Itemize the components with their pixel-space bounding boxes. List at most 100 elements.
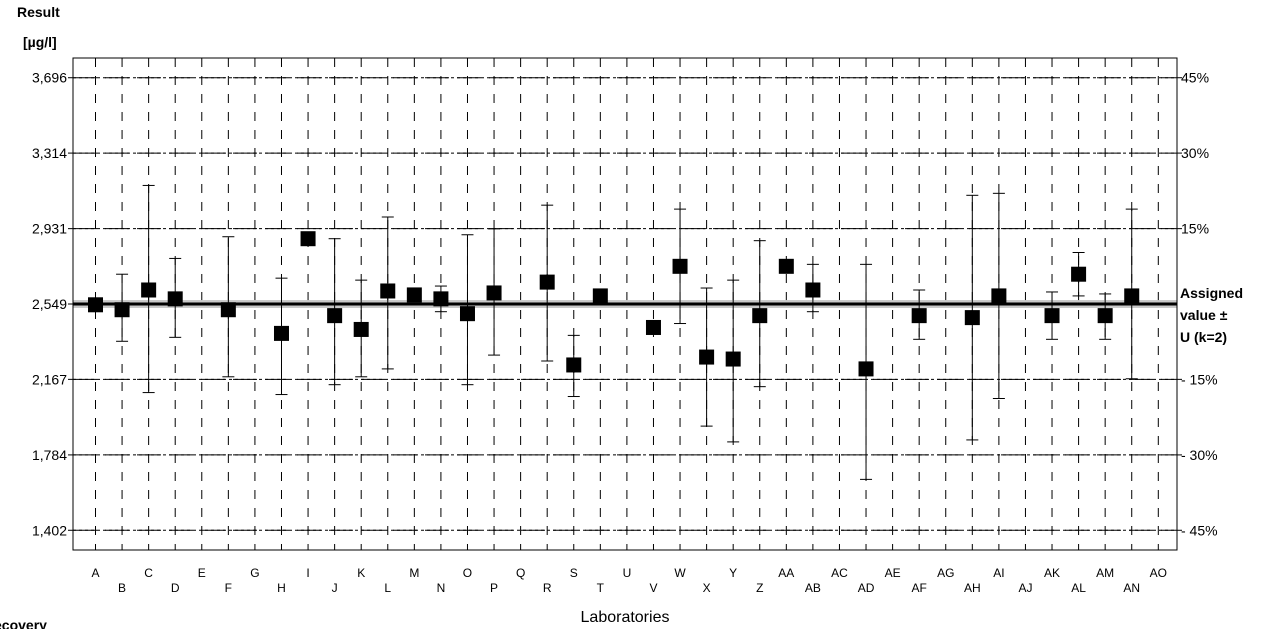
data-point-AD — [858, 361, 874, 377]
x-category-label: AD — [858, 581, 875, 595]
x-category-label: S — [570, 566, 578, 580]
assigned-label-line3: U (k=2) — [1180, 329, 1227, 345]
x-axis-categories: ABCDEFGHIJKLMNOPQRSTUVWXYZAAABACADAEAFAG… — [91, 566, 1166, 595]
x-category-label: X — [703, 581, 711, 595]
data-point-O — [459, 306, 475, 322]
x-category-label: J — [332, 581, 338, 595]
right-tick-label: 15% — [1181, 221, 1209, 237]
data-point-W — [672, 258, 688, 274]
x-category-label: AJ — [1018, 581, 1032, 595]
data-point-AB — [805, 282, 821, 298]
x-category-label: AB — [805, 581, 821, 595]
assigned-value-band — [73, 300, 1177, 308]
x-category-label: Q — [516, 566, 525, 580]
x-category-label: AF — [911, 581, 926, 595]
x-axis-label: Laboratories — [581, 609, 670, 626]
data-point-P — [486, 285, 502, 301]
data-point-K — [353, 321, 369, 337]
x-category-label: U — [623, 566, 632, 580]
y-axis-unit: [µg/l] — [23, 34, 57, 50]
x-category-label: B — [118, 581, 126, 595]
data-point-Y — [725, 351, 741, 367]
data-point-Z — [752, 308, 768, 324]
data-point-H — [273, 325, 289, 341]
grid — [73, 58, 1177, 550]
data-point-I — [300, 231, 316, 247]
y-axis-label: Result — [17, 4, 60, 20]
y-tick-label: 2,931 — [32, 221, 67, 237]
right-tick-label: 30% — [1181, 145, 1209, 161]
assigned-label-line2: value ± — [1180, 307, 1228, 323]
x-category-label: AG — [937, 566, 954, 580]
data-point-F — [220, 302, 236, 318]
x-category-label: AM — [1096, 566, 1114, 580]
data-point-AM — [1097, 308, 1113, 324]
assigned-value-label: Assigned value ± U (k=2) — [1180, 285, 1243, 345]
x-category-label: A — [91, 566, 99, 580]
x-category-label: AO — [1150, 566, 1167, 580]
right-tick-label: - 30% — [1181, 447, 1218, 463]
data-point-X — [699, 349, 715, 365]
data-point-AA — [778, 258, 794, 274]
x-category-label: M — [409, 566, 419, 580]
bottom-left-label: ecovery — [0, 617, 47, 629]
y-tick-label: 1,784 — [32, 447, 67, 463]
x-category-label: W — [674, 566, 686, 580]
right-tick-label: 45% — [1181, 70, 1209, 86]
data-point-AH — [964, 310, 980, 326]
data-points — [88, 184, 1140, 480]
data-point-A — [88, 297, 103, 313]
x-category-label: L — [384, 581, 391, 595]
right-tick-label: - 15% — [1181, 371, 1218, 387]
data-point-L — [380, 283, 396, 299]
x-category-label: Y — [729, 566, 737, 580]
data-point-J — [327, 308, 343, 324]
data-point-AI — [991, 288, 1007, 304]
x-category-label: I — [306, 566, 309, 580]
y-tick-label: 2,549 — [32, 296, 67, 312]
y-tick-label: 3,314 — [32, 145, 67, 161]
x-category-label: V — [649, 581, 657, 595]
data-point-T — [592, 288, 608, 304]
x-category-label: D — [171, 581, 180, 595]
x-category-label: G — [250, 566, 259, 580]
x-category-label: AA — [778, 566, 794, 580]
x-category-label: O — [463, 566, 472, 580]
x-category-label: AK — [1044, 566, 1060, 580]
data-point-D — [167, 291, 183, 307]
data-point-B — [114, 302, 130, 318]
x-category-label: H — [277, 581, 286, 595]
data-point-AL — [1071, 266, 1087, 282]
y-axis-ticks: 1,402 1,784 2,167 2,549 2,931 3,314 3,696 — [32, 70, 73, 538]
y-tick-label: 1,402 — [32, 522, 67, 538]
x-category-label: E — [198, 566, 206, 580]
data-point-C — [141, 282, 157, 298]
x-category-label: AN — [1123, 581, 1140, 595]
data-point-S — [566, 357, 582, 373]
x-category-label: AE — [885, 566, 901, 580]
x-category-label: N — [437, 581, 446, 595]
x-category-label: K — [357, 566, 365, 580]
x-category-label: C — [144, 566, 153, 580]
x-category-label: R — [543, 581, 552, 595]
data-point-R — [539, 274, 555, 290]
x-category-label: P — [490, 581, 498, 595]
right-tick-label: - 45% — [1181, 522, 1218, 538]
data-point-AF — [911, 308, 927, 324]
x-category-label: AC — [831, 566, 848, 580]
x-category-label: F — [225, 581, 232, 595]
assigned-label-line1: Assigned — [1180, 285, 1243, 301]
x-category-label: AL — [1071, 581, 1086, 595]
data-point-N — [433, 291, 449, 307]
plot-area-border — [72, 57, 1178, 551]
y-tick-label: 2,167 — [32, 371, 67, 387]
x-category-label: AH — [964, 581, 981, 595]
data-point-V — [645, 319, 661, 335]
data-point-AN — [1124, 288, 1140, 304]
right-axis-ticks: 45% 30% 15% - 15% - 30% - 45% — [1177, 70, 1218, 538]
data-point-M — [406, 287, 422, 303]
y-tick-label: 3,696 — [32, 70, 67, 86]
data-point-AK — [1044, 308, 1060, 324]
x-category-label: AI — [993, 566, 1004, 580]
